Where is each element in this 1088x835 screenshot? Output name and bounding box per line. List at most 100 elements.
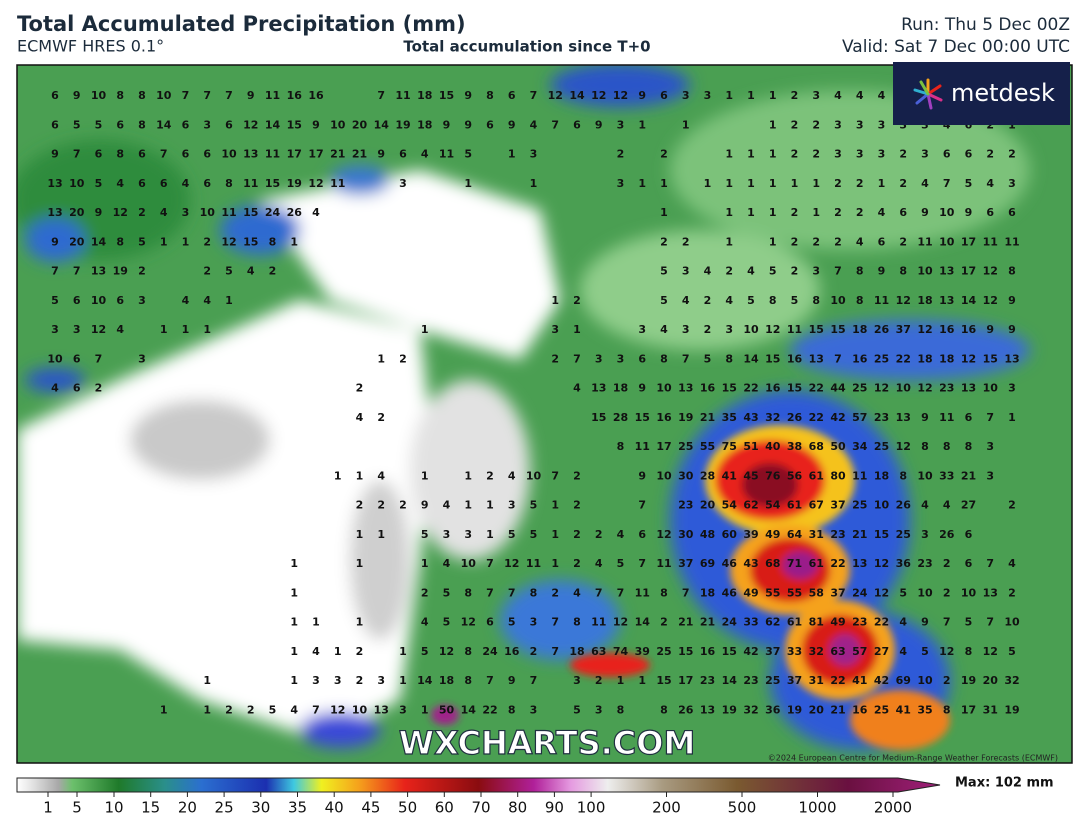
precip-value: 12 [330, 703, 345, 716]
precip-value: 1 [638, 118, 646, 131]
precip-value: 6 [116, 118, 124, 131]
precip-value: 5 [508, 616, 516, 629]
precip-value: 20 [700, 499, 716, 512]
precip-value: 6 [138, 148, 146, 161]
precip-value: 61 [787, 499, 802, 512]
precip-value: 7 [95, 352, 103, 365]
precip-value: 1 [290, 645, 298, 658]
precip-value: 14 [374, 118, 390, 131]
precip-value: 5 [95, 118, 103, 131]
precip-value: 5 [965, 177, 973, 190]
precip-value: 2 [791, 235, 799, 248]
precip-value: 6 [899, 206, 907, 219]
precip-value: 10 [874, 499, 890, 512]
precip-value: 7 [986, 411, 994, 424]
precip-value: 2 [203, 265, 211, 278]
precip-value: 8 [660, 703, 668, 716]
precip-value: 35 [917, 703, 932, 716]
precip-value: 7 [312, 703, 320, 716]
precip-value: 2 [791, 89, 799, 102]
precip-value: 7 [551, 616, 559, 629]
precip-value: 14 [156, 118, 172, 131]
precip-value: 2 [595, 674, 603, 687]
precip-value: 37 [765, 645, 780, 658]
precip-value: 3 [812, 89, 820, 102]
colorbar-tick-label: 45 [361, 799, 380, 817]
precip-value: 2 [225, 703, 233, 716]
precip-value: 2 [1008, 499, 1016, 512]
precip-value: 41 [852, 674, 867, 687]
precip-value: 3 [399, 177, 407, 190]
precip-value: 49 [765, 528, 780, 541]
precip-value: 39 [635, 645, 650, 658]
precip-value: 7 [682, 352, 690, 365]
precip-value: 13 [983, 586, 998, 599]
precip-value: 49 [830, 616, 845, 629]
field [17, 65, 1030, 750]
precip-value: 2 [856, 177, 864, 190]
precip-value: 7 [638, 499, 646, 512]
precip-value: 10 [352, 703, 368, 716]
precip-value: 5 [443, 586, 451, 599]
precip-value: 2 [834, 206, 842, 219]
precip-value: 4 [704, 265, 712, 278]
precip-value: 1 [725, 235, 733, 248]
precip-value: 81 [809, 616, 824, 629]
precip-value: 12 [917, 382, 932, 395]
precip-value: 1 [551, 294, 559, 307]
precip-value: 18 [700, 586, 715, 599]
precip-value: 8 [812, 294, 820, 307]
precip-value: 17 [961, 235, 976, 248]
precip-value: 15 [243, 235, 258, 248]
precip-value: 8 [617, 440, 625, 453]
precip-value: 12 [983, 645, 998, 658]
precip-value: 5 [443, 616, 451, 629]
precip-value: 2 [421, 586, 429, 599]
precip-value: 64 [787, 528, 803, 541]
precip-value: 9 [443, 118, 451, 131]
precip-value: 21 [852, 528, 867, 541]
precip-value: 25 [896, 528, 911, 541]
precip-value: 25 [765, 674, 780, 687]
precip-value: 68 [809, 440, 824, 453]
precip-value: 2 [899, 148, 907, 161]
precip-value: 10 [461, 557, 477, 570]
precip-value: 1 [356, 469, 364, 482]
precip-value: 37 [787, 674, 802, 687]
precip-value: 5 [421, 528, 429, 541]
precip-value: 12 [613, 89, 628, 102]
precip-value: 2 [791, 206, 799, 219]
precip-value: 1 [551, 499, 559, 512]
logo-text: metdesk [951, 79, 1055, 107]
precip-value: 8 [769, 294, 777, 307]
precip-value: 12 [961, 352, 976, 365]
precip-value: 54 [722, 499, 738, 512]
precip-value: 4 [856, 235, 864, 248]
precip-value: 2 [377, 499, 385, 512]
precip-value: 3 [312, 674, 320, 687]
colorbar-tick-label: 70 [471, 799, 490, 817]
precip-value: 5 [573, 703, 581, 716]
precip-value: 1 [812, 206, 820, 219]
precip-value: 4 [356, 411, 364, 424]
precip-value: 37 [830, 499, 845, 512]
precip-value: 9 [1008, 294, 1016, 307]
precip-value: 21 [700, 411, 715, 424]
precip-value: 3 [399, 703, 407, 716]
precip-value: 4 [160, 206, 168, 219]
precip-value: 10 [983, 382, 999, 395]
precip-value: 5 [899, 586, 907, 599]
precip-value: 9 [73, 89, 81, 102]
precip-value: 1 [290, 235, 298, 248]
precip-value: 1 [812, 177, 820, 190]
precip-value: 13 [678, 382, 693, 395]
precip-value: 1 [725, 148, 733, 161]
precip-value: 7 [508, 586, 516, 599]
precip-value: 6 [878, 235, 886, 248]
precip-value: 9 [51, 148, 59, 161]
precip-value: 9 [986, 323, 994, 336]
precip-value: 16 [852, 703, 868, 716]
heavy-rain [431, 425, 950, 750]
precip-value: 8 [116, 148, 124, 161]
precip-value: 2 [377, 411, 385, 424]
